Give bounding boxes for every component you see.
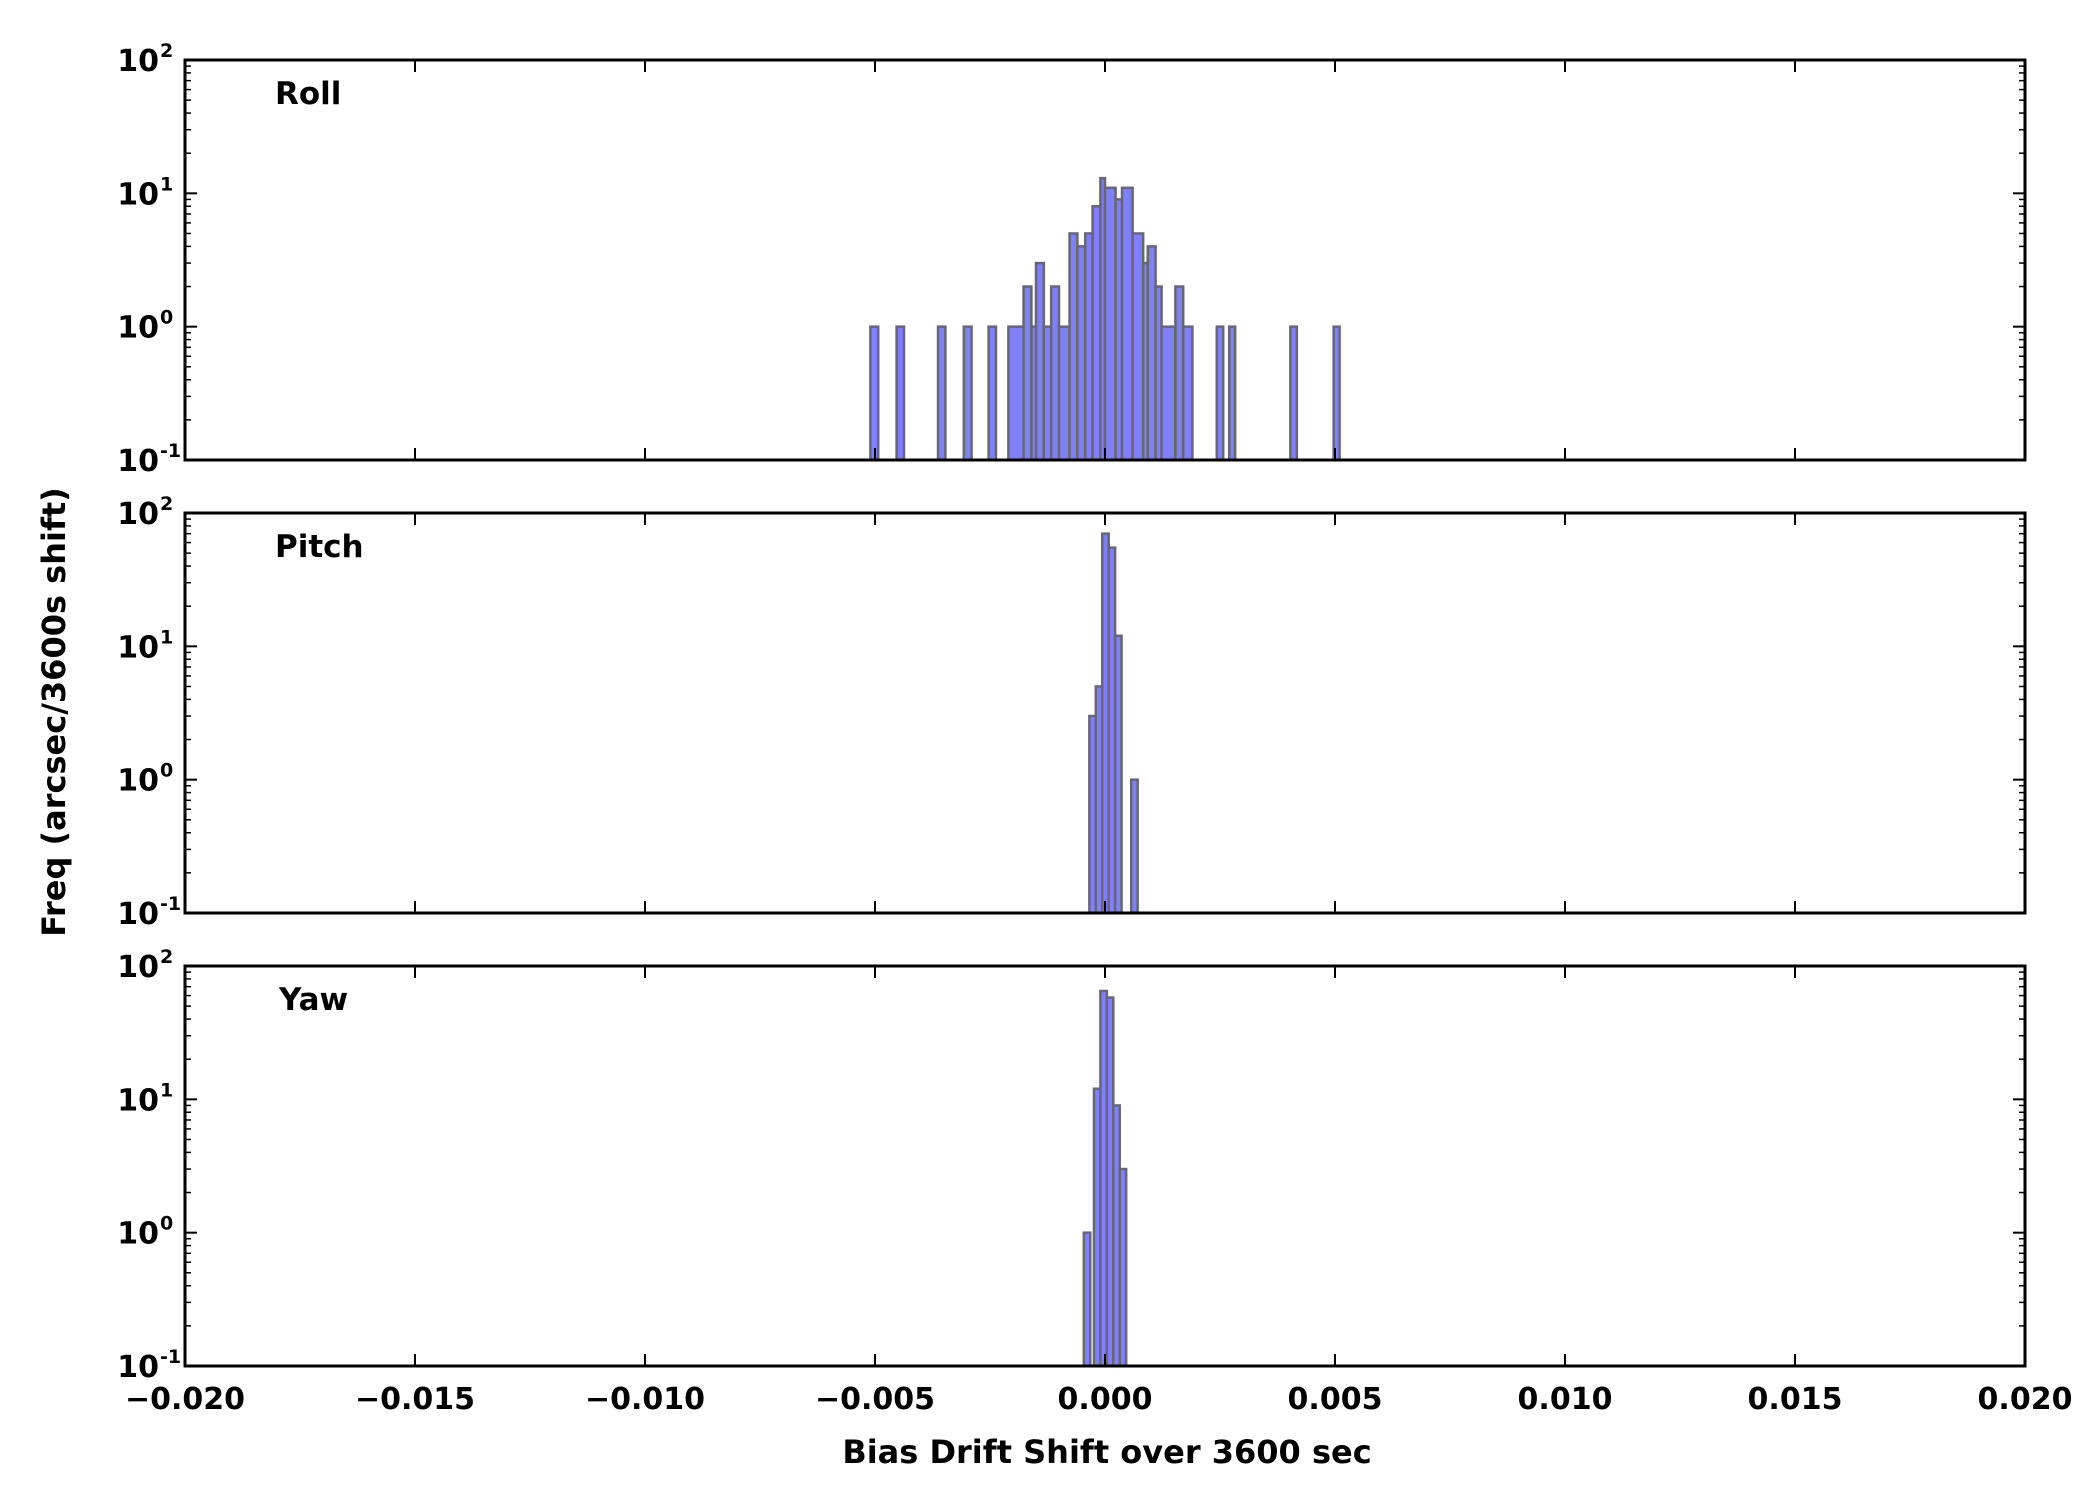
histogram-bar [1120,186,1134,460]
x-tick-label: 0.020 [1978,1382,2073,1417]
histogram-bars [1088,532,1139,913]
y-tick-label: 10 [117,311,159,346]
histogram-bar [869,325,880,460]
y-axis-label: Freq (arcsec/3600s shift) [35,487,73,937]
y-tick-exponent: 2 [160,493,173,515]
histogram-bar [1113,634,1123,913]
histogram-bar [1215,325,1225,460]
histogram-bar [895,325,906,460]
y-tick-label: 10 [117,177,159,212]
y-tick-label: 10 [117,897,159,932]
y-tick-exponent: 1 [160,626,173,648]
histogram-bar [1181,325,1194,460]
x-axis-label: Bias Drift Shift over 3600 sec [842,1433,1371,1471]
y-tick-label: 10 [117,44,159,79]
histogram-bar [1103,186,1117,460]
histogram-bar [1118,1167,1128,1366]
y-tick-exponent: -1 [160,893,181,915]
y-tick-exponent: -1 [160,440,181,462]
histogram-bars [1082,989,1128,1366]
y-tick-label: 10 [117,1083,159,1118]
histogram-bar [987,325,998,460]
y-tick-exponent: 2 [160,946,173,968]
y-tick-label: 10 [117,497,159,532]
panel-label: Pitch [275,529,364,565]
x-tick-label: 0.015 [1748,1382,1843,1417]
y-tick-exponent: 0 [160,760,173,782]
y-tick-label: 10 [117,1217,159,1252]
x-tick-label: −0.015 [355,1382,475,1417]
panel-label: Yaw [278,982,348,1018]
x-tick-label: 0.000 [1058,1382,1153,1417]
x-tick-label: −0.020 [125,1382,245,1417]
histogram-bar [1227,325,1237,460]
histogram-bar [1007,325,1025,460]
y-tick-label: 10 [117,630,159,665]
y-tick-label: 10 [117,1350,159,1385]
histogram-bars [869,176,1341,460]
y-tick-label: 10 [117,444,159,479]
histogram-bar [1129,778,1139,913]
x-tick-label: −0.010 [585,1382,705,1417]
panel-yaw: −0.020 −0.015 −0.010 −0.005 0.000 0.005 0.010 0… [117,946,2072,1417]
y-tick-exponent: 2 [160,40,173,62]
histogram-bar [1289,325,1299,460]
y-tick-exponent: 1 [160,173,173,195]
histogram-bar [1082,1231,1092,1366]
y-tick-exponent: 1 [160,1079,173,1101]
y-tick-label: 10 [117,950,159,985]
x-tick-label: −0.005 [815,1382,935,1417]
histogram-bar [962,325,973,460]
x-tick-label: 0.010 [1518,1382,1613,1417]
y-tick-exponent: -1 [160,1346,181,1368]
histogram-bar [1160,325,1177,460]
y-tick-label: 10 [117,764,159,799]
panel-label: Roll [275,76,341,112]
histogram-bar [1131,232,1145,460]
histogram-bar [1057,325,1071,460]
x-tick-label: 0.005 [1288,1382,1383,1417]
y-tick-exponent: 0 [160,307,173,329]
histogram-bar [936,325,947,460]
histogram-bar [1332,325,1341,460]
y-tick-exponent: 0 [160,1213,173,1235]
